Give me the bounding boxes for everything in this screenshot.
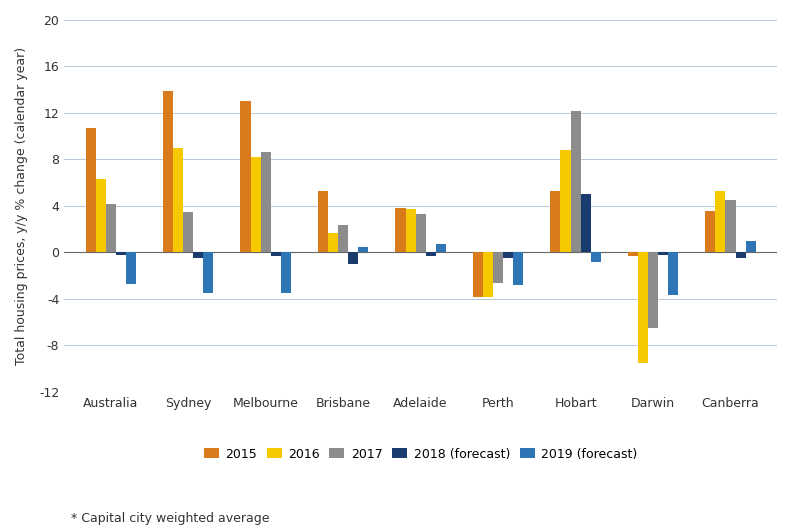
Bar [570,111,581,252]
Bar [503,252,513,258]
Legend: 2015, 2016, 2017, 2018 (forecast), 2019 (forecast): 2015, 2016, 2017, 2018 (forecast), 2019 … [199,443,642,466]
Bar [241,101,250,252]
Bar [116,252,126,255]
Bar [271,252,281,256]
Bar [358,247,368,252]
Bar [736,252,745,258]
Bar [581,194,591,252]
Bar [725,200,736,252]
Bar [250,157,261,252]
Bar [425,252,436,256]
Bar [561,150,570,252]
Bar [513,252,524,285]
Bar [328,233,338,252]
Bar [126,252,136,284]
Bar [96,179,105,252]
Bar [745,241,756,252]
Bar [163,91,173,252]
Bar [668,252,678,296]
Bar [338,225,348,252]
Bar [348,252,358,264]
Bar [493,252,503,282]
Bar [591,252,601,262]
Bar [395,208,406,252]
Bar [105,203,116,252]
Y-axis label: Total housing prices, y/y % change (calendar year): Total housing prices, y/y % change (cale… [15,47,28,365]
Bar [318,191,328,252]
Bar [473,252,483,297]
Bar [628,252,638,256]
Bar [436,245,446,252]
Bar [261,152,271,252]
Bar [715,191,725,252]
Bar [193,252,204,258]
Bar [406,209,416,252]
Bar [550,191,561,252]
Bar [638,252,648,363]
Bar [204,252,213,293]
Bar [416,214,425,252]
Bar [183,212,193,252]
Bar [173,148,183,252]
Bar [281,252,291,293]
Bar [658,252,668,255]
Bar [483,252,493,297]
Text: * Capital city weighted average: * Capital city weighted average [71,512,270,525]
Bar [706,211,715,252]
Bar [648,252,658,328]
Bar [86,128,96,252]
